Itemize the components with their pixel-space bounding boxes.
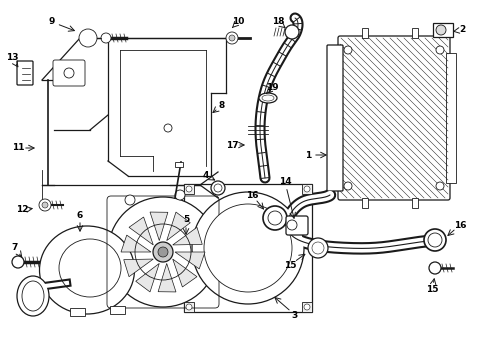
Polygon shape <box>136 264 159 292</box>
Ellipse shape <box>22 281 44 311</box>
Circle shape <box>228 35 235 41</box>
Circle shape <box>214 184 222 192</box>
Circle shape <box>64 68 74 78</box>
FancyBboxPatch shape <box>285 216 307 235</box>
Text: 12: 12 <box>16 206 28 215</box>
Text: 10: 10 <box>231 18 244 27</box>
Circle shape <box>39 199 51 211</box>
Polygon shape <box>150 212 167 240</box>
Polygon shape <box>166 212 190 240</box>
Circle shape <box>304 186 309 192</box>
Circle shape <box>423 229 445 251</box>
Circle shape <box>175 190 184 200</box>
Text: 4: 4 <box>203 171 209 180</box>
Text: 11: 11 <box>12 144 24 153</box>
Bar <box>302 302 311 312</box>
FancyBboxPatch shape <box>337 36 449 200</box>
Circle shape <box>267 211 282 225</box>
Ellipse shape <box>17 276 49 316</box>
Circle shape <box>185 186 192 192</box>
Circle shape <box>101 33 111 43</box>
Circle shape <box>435 46 443 54</box>
Circle shape <box>125 195 135 205</box>
Bar <box>432 23 452 37</box>
Ellipse shape <box>262 95 273 101</box>
Bar <box>183 184 194 194</box>
Text: 7: 7 <box>12 243 18 252</box>
Circle shape <box>108 197 218 307</box>
Text: 16: 16 <box>245 190 258 199</box>
Circle shape <box>304 304 309 310</box>
Circle shape <box>427 233 441 247</box>
Bar <box>183 302 194 312</box>
Text: 13: 13 <box>6 54 18 63</box>
Circle shape <box>192 192 304 304</box>
Polygon shape <box>172 259 197 287</box>
Text: 15: 15 <box>283 261 296 270</box>
Polygon shape <box>121 235 151 252</box>
Text: 5: 5 <box>183 216 189 225</box>
Bar <box>411 198 417 208</box>
Text: 17: 17 <box>225 140 238 149</box>
Bar <box>302 184 311 194</box>
Text: 9: 9 <box>49 18 55 27</box>
Polygon shape <box>172 227 202 245</box>
Text: 8: 8 <box>219 100 224 109</box>
Bar <box>70 308 85 316</box>
Text: 14: 14 <box>278 177 291 186</box>
Bar <box>411 28 417 38</box>
Bar <box>110 306 125 314</box>
Circle shape <box>12 256 24 268</box>
Polygon shape <box>158 264 176 292</box>
Circle shape <box>153 242 173 262</box>
Bar <box>361 198 367 208</box>
Text: 3: 3 <box>291 310 298 320</box>
Circle shape <box>82 32 94 44</box>
Circle shape <box>307 238 327 258</box>
Circle shape <box>343 182 351 190</box>
FancyBboxPatch shape <box>17 61 33 85</box>
Ellipse shape <box>259 93 276 103</box>
Text: 6: 6 <box>77 211 83 220</box>
Circle shape <box>343 46 351 54</box>
Polygon shape <box>123 259 153 277</box>
Polygon shape <box>175 252 204 269</box>
Circle shape <box>435 25 445 35</box>
Circle shape <box>79 29 97 47</box>
Text: 2: 2 <box>458 26 464 35</box>
Polygon shape <box>129 217 153 245</box>
Circle shape <box>263 206 286 230</box>
Text: 15: 15 <box>425 285 437 294</box>
Circle shape <box>203 204 291 292</box>
Circle shape <box>225 32 238 44</box>
Circle shape <box>435 182 443 190</box>
Text: 18: 18 <box>271 18 284 27</box>
Text: 1: 1 <box>304 150 310 159</box>
Text: 16: 16 <box>453 220 465 230</box>
Bar <box>183 184 311 312</box>
Circle shape <box>311 242 324 254</box>
Circle shape <box>42 202 48 208</box>
Circle shape <box>286 220 296 230</box>
FancyBboxPatch shape <box>326 45 342 191</box>
Circle shape <box>428 262 440 274</box>
Bar <box>361 28 367 38</box>
Text: 19: 19 <box>265 84 278 93</box>
Ellipse shape <box>40 226 134 314</box>
Bar <box>445 53 455 183</box>
FancyBboxPatch shape <box>53 60 85 86</box>
Circle shape <box>285 25 298 39</box>
Bar <box>175 162 183 167</box>
Circle shape <box>210 181 224 195</box>
Circle shape <box>185 304 192 310</box>
Circle shape <box>158 247 168 257</box>
Circle shape <box>163 124 172 132</box>
